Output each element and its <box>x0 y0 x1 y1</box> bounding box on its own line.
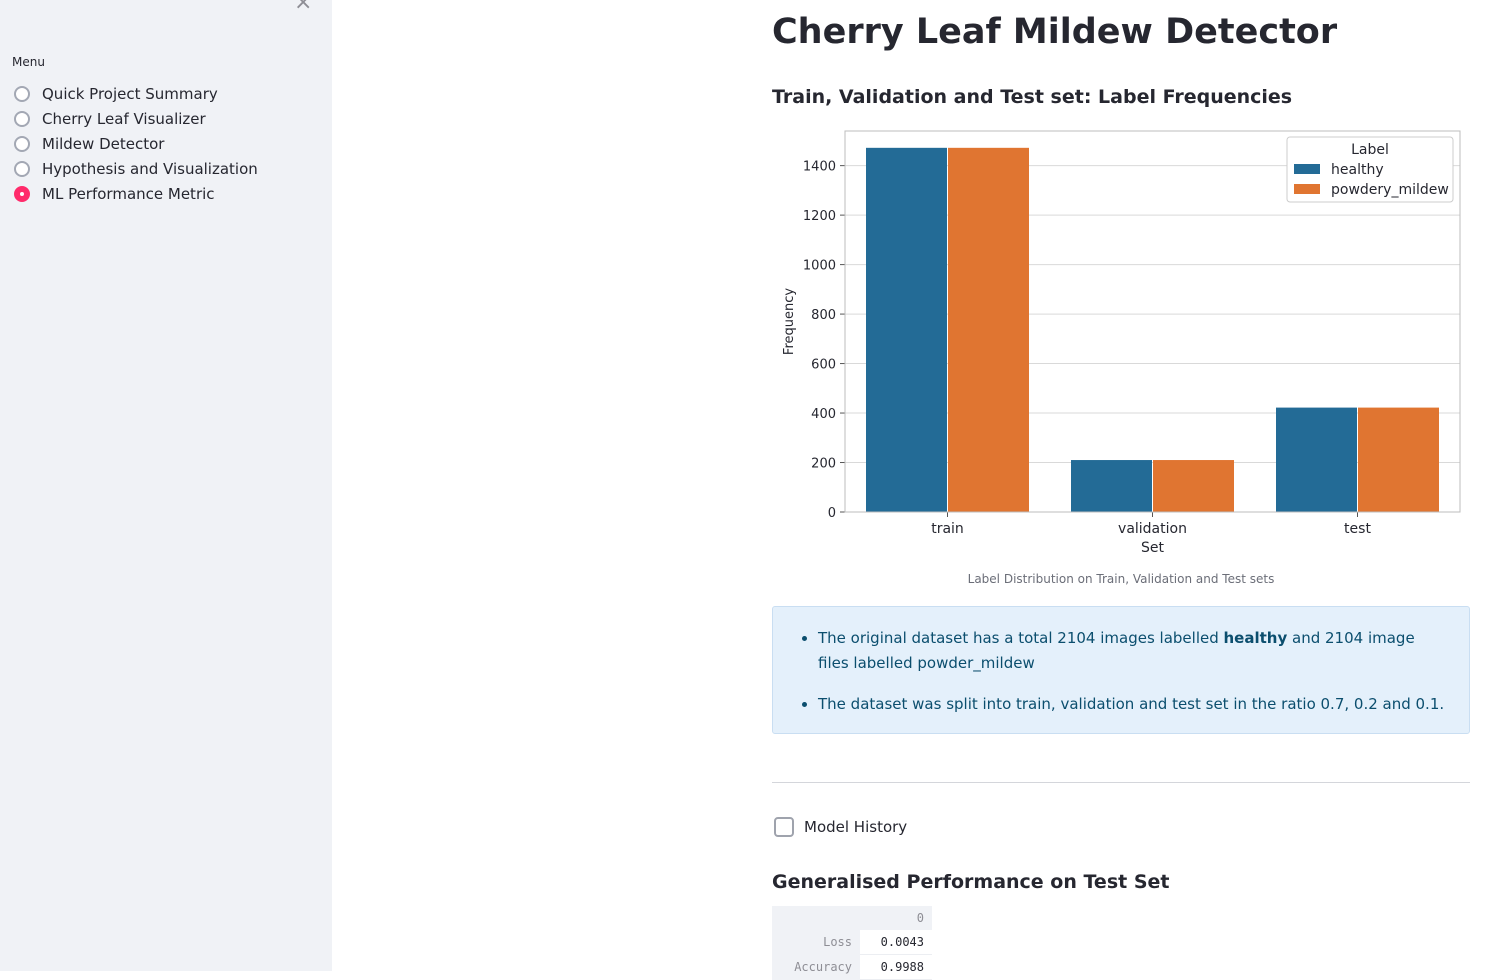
table-row: Accuracy 0.9988 <box>772 954 932 980</box>
y-axis-label: Frequency <box>782 288 797 355</box>
bar-healthy-test <box>1276 407 1357 512</box>
menu-label: Menu <box>12 55 45 69</box>
radio-button-icon[interactable] <box>14 160 30 177</box>
y-tick-label: 600 <box>811 358 836 373</box>
legend-title: Label <box>1351 142 1389 158</box>
label-frequency-bar-chart: 0 200 400 600 800 1000 1200 1400 train validation… <box>782 130 1461 556</box>
menu-item-cherry-leaf-visualizer[interactable]: Cherry Leaf Visualizer <box>14 106 258 131</box>
bar-powdery_mildew-train <box>948 147 1029 513</box>
sidebar: × Menu Quick Project Summary Cherry Leaf… <box>0 0 332 971</box>
legend-label-healthy: healthy <box>1331 162 1384 178</box>
radio-button-icon[interactable] <box>14 85 30 102</box>
section-title-generalised-performance: Generalised Performance on Test Set <box>772 871 1170 893</box>
x-tick-label: test <box>1344 521 1371 537</box>
bar-powdery_mildew-test <box>1358 407 1439 512</box>
x-tick-label: validation <box>1118 521 1187 537</box>
info-box: The original dataset has a total 2104 im… <box>772 606 1470 734</box>
info-bullet-split-ratio: The dataset was split into train, valida… <box>818 692 1449 717</box>
info-bold-text: healthy <box>1223 629 1288 647</box>
bar-powdery_mildew-validation <box>1153 460 1234 512</box>
legend-swatch-healthy <box>1294 164 1320 174</box>
legend-label-powdery_mildew: powdery_mildew <box>1331 182 1449 198</box>
menu-item-mildew-detector[interactable]: Mildew Detector <box>14 131 258 156</box>
y-tick-label: 400 <box>811 407 836 422</box>
table-column-header: 0 <box>860 906 932 930</box>
menu-item-label: Mildew Detector <box>42 134 165 153</box>
model-history-checkbox-row[interactable]: Model History <box>774 817 907 837</box>
table-row: Loss 0.0043 <box>772 930 932 955</box>
table-row-header: Loss <box>772 930 860 955</box>
model-history-label: Model History <box>804 818 908 836</box>
menu-item-label: Quick Project Summary <box>42 84 218 103</box>
table-header-row: 0 <box>772 906 932 930</box>
section-title-label-frequencies: Train, Validation and Test set: Label Fr… <box>772 86 1293 108</box>
info-bullet-dataset-total: The original dataset has a total 2104 im… <box>818 626 1449 676</box>
radio-button-icon[interactable] <box>14 110 30 127</box>
menu-item-hypothesis-and-visualization[interactable]: Hypothesis and Visualization <box>14 156 258 181</box>
close-sidebar-icon[interactable]: × <box>294 0 313 15</box>
table-row-header: Accuracy <box>772 954 860 980</box>
bar-healthy-train <box>866 147 947 513</box>
y-tick-label: 1000 <box>803 259 836 274</box>
plot-frame <box>844 130 1461 513</box>
y-tick-label: 800 <box>811 308 836 323</box>
info-text: The original dataset has a total 2104 im… <box>818 629 1224 647</box>
page-title: Cherry Leaf Mildew Detector <box>772 12 1338 52</box>
x-tick-label: train <box>931 521 964 537</box>
bar-healthy-validation <box>1071 460 1152 512</box>
y-tick-label: 0 <box>828 506 836 521</box>
menu-item-label: ML Performance Metric <box>42 184 215 203</box>
y-tick-label: 1200 <box>803 209 836 224</box>
menu-radio-group: Quick Project Summary Cherry Leaf Visual… <box>14 81 258 206</box>
performance-table: 0 Loss 0.0043 Accuracy 0.9988 <box>772 906 932 980</box>
legend-box <box>1286 136 1454 203</box>
table-corner <box>772 906 860 930</box>
table-cell: 0.0043 <box>860 930 932 955</box>
info-text: and 2104 image files labelled powder_mil… <box>818 629 1415 672</box>
menu-item-quick-project-summary[interactable]: Quick Project Summary <box>14 81 258 106</box>
menu-item-label: Cherry Leaf Visualizer <box>42 109 206 128</box>
menu-item-ml-performance-metric[interactable]: ML Performance Metric <box>14 181 258 206</box>
legend-swatch-powdery_mildew <box>1294 184 1320 194</box>
chart-caption: Label Distribution on Train, Validation … <box>967 572 1275 586</box>
radio-button-selected-icon[interactable] <box>14 185 30 202</box>
menu-item-label: Hypothesis and Visualization <box>42 159 258 178</box>
info-list: The original dataset has a total 2104 im… <box>773 607 1469 717</box>
table-cell: 0.9988 <box>860 954 932 980</box>
y-tick-label: 200 <box>811 457 836 472</box>
x-axis-label: Set <box>1141 540 1165 556</box>
radio-button-icon[interactable] <box>14 135 30 152</box>
model-history-checkbox[interactable] <box>774 817 794 837</box>
divider <box>772 782 1470 783</box>
y-tick-label: 1400 <box>803 160 836 175</box>
